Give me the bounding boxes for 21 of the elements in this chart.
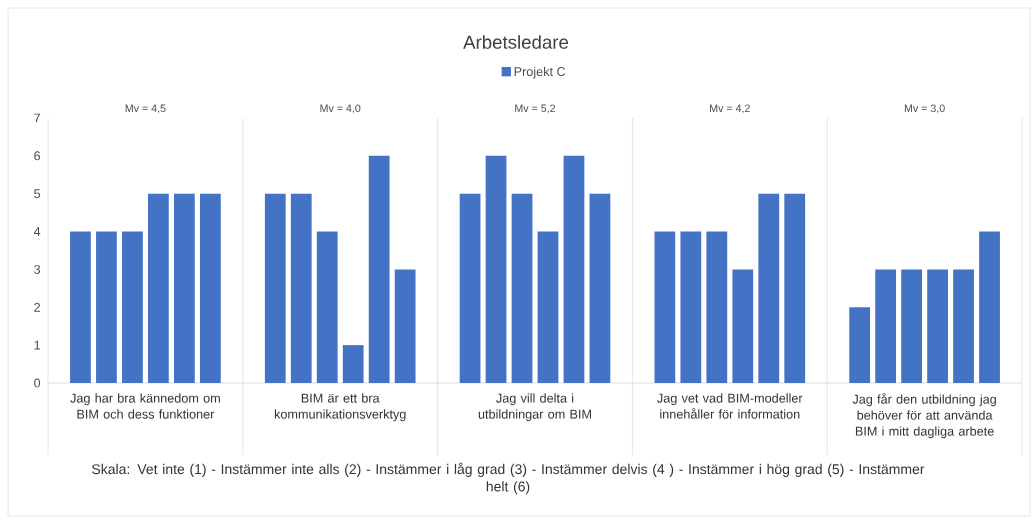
chart-title: Arbetsledare: [463, 35, 569, 49]
text: Jag får den utbildning jag behöver för att använda BIM i mitt dagliga arbete: [852, 393, 996, 439]
y-tick-label: 2: [34, 302, 41, 312]
text: BIM är ett bra kommunikationsverktyg: [274, 393, 406, 422]
text: Mv = 4,2: [710, 104, 750, 114]
legend-label: Projekt C: [514, 66, 566, 79]
text: Jag vill delta i utbildningar om BIM: [478, 393, 591, 422]
y-tick-label: 4: [33, 227, 41, 236]
y-tick-label: 3: [34, 264, 41, 274]
text: Mv = 4,0: [320, 104, 361, 114]
text: Mv = 5,2: [515, 104, 556, 114]
y-tick-label: 7: [34, 113, 41, 123]
text: Mv = 4,5: [125, 104, 166, 114]
y-tick-label: 5: [34, 189, 41, 199]
text: Jag vet vad BIM-modeller innehåller för information: [657, 393, 803, 419]
text: Mv = 3,0: [904, 104, 945, 114]
y-tick-label: 1: [34, 340, 41, 350]
y-tick-label: 6: [34, 151, 41, 161]
text: Skala: Vet inte (1) - Instämmer inte alls (2) - Instämmer i låg grad (3) - Instämmer delvis (4 ) - Instämmer i hög grad (5) - Instämmer helt (6): [92, 462, 925, 495]
text: Jag har bra kännedom om BIM och dess funktioner: [70, 393, 220, 419]
y-tick-label: 0: [34, 378, 41, 388]
